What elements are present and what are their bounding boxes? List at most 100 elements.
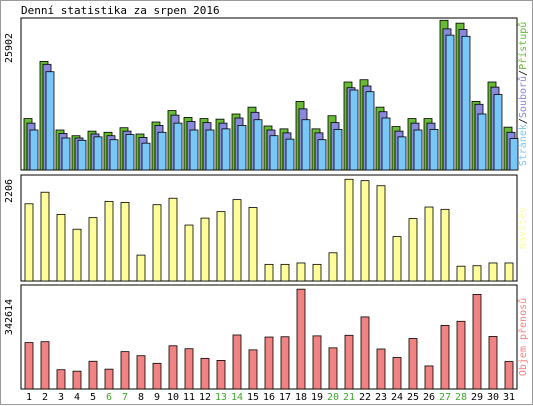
bar-str-nek-day-12 [205,129,215,171]
bar-volume-day-2 [40,341,50,390]
bar-visits-day-14 [232,199,242,282]
bar-visits-day-26 [424,206,434,282]
bar-str-nek-day-4 [77,139,87,171]
legend-item-2: Souborů [517,76,529,118]
bar-volume-day-25 [408,338,418,390]
bar-str-nek-day-3 [61,137,71,171]
bar-volume-day-27 [440,324,450,390]
bar-volume-day-3 [56,369,66,390]
bar-visits-day-16 [264,263,274,282]
x-tick-label-day-2: 2 [42,392,48,403]
bar-str-nek-day-23 [381,117,391,171]
x-tick-label-day-8: 8 [138,392,144,403]
bar-str-nek-day-7 [125,134,135,171]
x-tick-label-day-11: 11 [183,392,195,403]
bar-visits-day-1 [24,203,34,282]
bar-str-nek-day-18 [301,119,311,171]
bar-volume-day-22 [360,316,370,390]
bar-volume-day-24 [392,357,402,390]
bar-volume-day-10 [168,345,178,390]
x-tick-label-day-25: 25 [407,392,419,403]
x-tick-label-day-29: 29 [471,392,483,403]
legend-volume: Objem přenosů [517,298,529,376]
x-tick-label-day-3: 3 [58,392,64,403]
bar-volume-day-12 [200,357,210,390]
y-max-label-bottom: 342614 [4,299,15,335]
x-tick-label-day-24: 24 [391,392,403,403]
bar-volume-day-23 [376,348,386,390]
bar-volume-day-28 [456,320,466,390]
bar-volume-day-31 [504,361,514,390]
x-tick-label-day-22: 22 [359,392,371,403]
bar-visits-day-19 [312,263,322,282]
x-tick-label-day-18: 18 [295,392,307,403]
x-tick-label-day-17: 17 [279,392,291,403]
bar-str-nek-day-9 [157,131,167,171]
bar-volume-day-8 [136,355,146,390]
bar-visits-day-25 [408,218,418,282]
legend-item-4: Přístupů [517,22,529,70]
bar-visits-day-28 [456,265,466,282]
bar-visits-day-21 [344,178,354,282]
bar-str-nek-day-2 [45,71,55,171]
bar-visits-day-10 [168,197,178,282]
bar-volume-day-21 [344,334,354,390]
x-tick-label-day-30: 30 [487,392,499,403]
bar-visits-day-9 [152,204,162,282]
x-tick-label-day-19: 19 [311,392,323,403]
bar-visits-day-24 [392,236,402,282]
bar-volume-day-6 [104,368,114,390]
bar-visits-day-15 [248,207,258,282]
bar-volume-day-17 [280,336,290,390]
x-tick-label-day-15: 15 [247,392,259,403]
x-tick-label-day-14: 14 [231,392,243,403]
x-tick-label-day-23: 23 [375,392,387,403]
x-tick-label-day-31: 31 [503,392,515,403]
x-tick-label-day-6: 6 [106,392,112,403]
x-tick-label-day-20: 20 [327,392,339,403]
legend-separator: / [518,70,529,76]
bar-visits-day-13 [216,211,226,282]
bar-str-nek-day-21 [349,89,359,171]
bar-visits-day-5 [88,217,98,282]
bar-str-nek-day-19 [317,139,327,171]
bar-str-nek-day-15 [253,119,263,171]
bar-str-nek-day-5 [93,136,103,171]
bar-visits-day-2 [40,191,50,282]
bar-str-nek-day-8 [141,142,151,171]
x-tick-label-day-26: 26 [423,392,435,403]
bar-str-nek-day-26 [429,129,439,171]
bar-visits-day-8 [136,254,146,282]
x-tick-label-day-21: 21 [343,392,355,403]
x-tick-label-day-5: 5 [90,392,96,403]
bar-str-nek-day-10 [173,122,183,171]
bar-str-nek-day-6 [109,139,119,171]
bar-str-nek-day-11 [189,129,199,171]
x-tick-label-day-27: 27 [439,392,451,403]
bar-visits-day-4 [72,228,82,282]
bar-volume-day-7 [120,351,130,390]
bar-visits-day-22 [360,180,370,282]
bar-str-nek-day-27 [445,34,455,171]
bar-str-nek-day-31 [509,138,519,171]
legend-visits: Návštěv [517,207,529,249]
bar-visits-day-23 [376,185,386,282]
bar-visits-day-7 [120,201,130,282]
bar-volume-day-20 [328,347,338,390]
x-tick-label-day-16: 16 [263,392,275,403]
y-max-label-top: 25902 [4,33,15,63]
bar-volume-day-16 [264,336,274,390]
bar-str-nek-day-30 [493,94,503,171]
bar-str-nek-day-25 [413,129,423,171]
legend-item-0: Stránek [517,124,529,166]
x-tick-label-day-28: 28 [455,392,467,403]
bar-visits-day-18 [296,262,306,282]
bar-volume-day-13 [216,359,226,390]
x-tick-label-day-7: 7 [122,392,128,403]
legend-top: Stránek/Souborů/Přístupů [517,22,529,167]
bar-str-nek-day-28 [461,35,471,171]
x-tick-label-day-9: 9 [154,392,160,403]
bar-volume-day-4 [72,370,82,390]
